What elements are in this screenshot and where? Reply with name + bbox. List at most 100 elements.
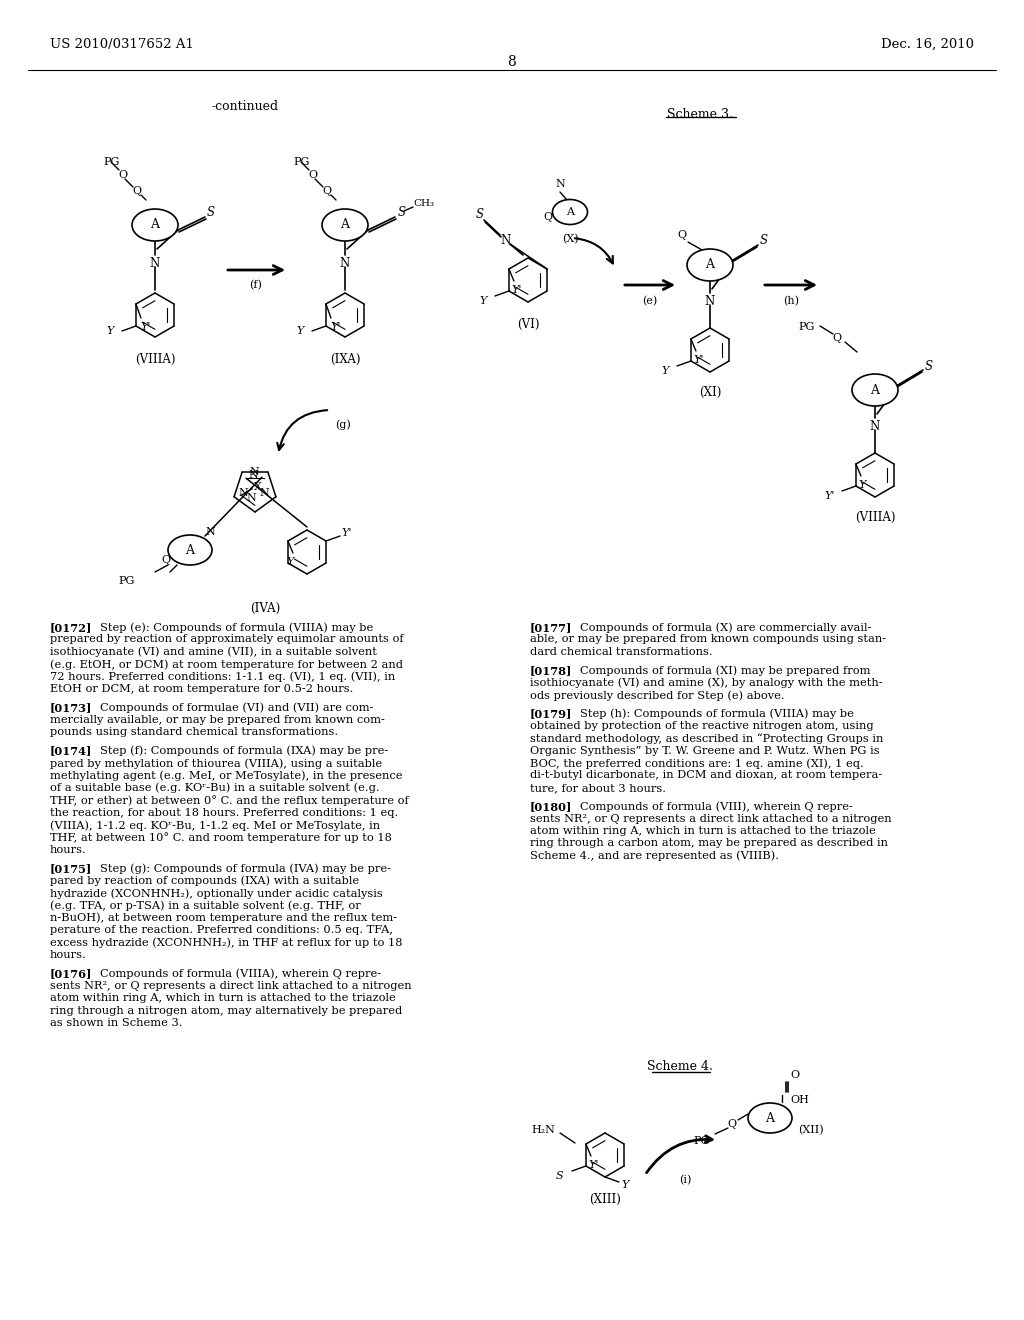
Text: Compounds of formulae (VI) and (VII) are com-: Compounds of formulae (VI) and (VII) are… <box>100 702 374 713</box>
Text: [0176]: [0176] <box>50 969 92 979</box>
Text: Y': Y' <box>824 491 836 502</box>
Text: (IXA): (IXA) <box>330 352 360 366</box>
Text: Step (h): Compounds of formula (VIIIA) may be: Step (h): Compounds of formula (VIIIA) m… <box>580 709 854 719</box>
Text: Y: Y <box>106 326 114 337</box>
Text: Y': Y' <box>694 355 705 366</box>
Text: PG: PG <box>103 157 120 168</box>
Text: O: O <box>791 1071 800 1080</box>
Text: N: N <box>340 257 350 271</box>
Text: Y: Y <box>859 480 866 490</box>
Text: ring through a nitrogen atom, may alternatively be prepared: ring through a nitrogen atom, may altern… <box>50 1006 402 1015</box>
Text: Y: Y <box>621 1180 629 1191</box>
Text: as shown in Scheme 3.: as shown in Scheme 3. <box>50 1018 182 1028</box>
Text: of a suitable base (e.g. KOʳ-Bu) in a suitable solvent (e.g.: of a suitable base (e.g. KOʳ-Bu) in a su… <box>50 783 380 793</box>
Text: Dec. 16, 2010: Dec. 16, 2010 <box>881 38 974 51</box>
Text: obtained by protection of the reactive nitrogen atom, using: obtained by protection of the reactive n… <box>530 721 873 731</box>
Text: isothiocyanate (VI) and amine (VII), in a suitable solvent: isothiocyanate (VI) and amine (VII), in … <box>50 647 377 657</box>
Text: Step (f): Compounds of formula (IXA) may be pre-: Step (f): Compounds of formula (IXA) may… <box>100 746 388 756</box>
Text: Q: Q <box>727 1119 736 1129</box>
Text: 72 hours. Preferred conditions: 1-1.1 eq. (VI), 1 eq. (VII), in: 72 hours. Preferred conditions: 1-1.1 eq… <box>50 672 395 682</box>
Text: N: N <box>205 527 215 537</box>
Text: H₂N: H₂N <box>531 1125 555 1135</box>
Text: Compounds of formula (X) are commercially avail-: Compounds of formula (X) are commerciall… <box>580 622 871 632</box>
Text: Y': Y' <box>331 322 341 333</box>
Text: Y': Y' <box>512 285 522 294</box>
Text: A: A <box>185 544 195 557</box>
Text: N: N <box>249 467 259 478</box>
Text: di-t-butyl dicarbonate, in DCM and dioxan, at room tempera-: di-t-butyl dicarbonate, in DCM and dioxa… <box>530 771 883 780</box>
Text: (VIIIA): (VIIIA) <box>855 511 895 524</box>
Text: Q: Q <box>161 554 170 565</box>
Text: PG: PG <box>293 157 309 168</box>
Text: Q: Q <box>678 230 686 240</box>
Text: CH₃: CH₃ <box>413 198 434 207</box>
Text: standard methodology, as described in “Protecting Groups in: standard methodology, as described in “P… <box>530 733 884 744</box>
Text: Y: Y <box>296 326 304 337</box>
Text: A: A <box>566 207 574 216</box>
Text: N: N <box>246 492 256 503</box>
Text: ods previously described for Step (e) above.: ods previously described for Step (e) ab… <box>530 690 784 701</box>
Text: PG: PG <box>799 322 815 333</box>
Text: Compounds of formula (VIII), wherein Q repre-: Compounds of formula (VIII), wherein Q r… <box>580 801 853 812</box>
Text: N: N <box>150 257 160 271</box>
Text: S: S <box>556 1171 564 1181</box>
Text: N: N <box>248 470 258 480</box>
Text: (h): (h) <box>783 296 799 306</box>
Text: (X): (X) <box>562 234 579 244</box>
Text: S: S <box>925 359 933 372</box>
Text: Y': Y' <box>341 528 351 539</box>
Text: hours.: hours. <box>50 950 87 960</box>
Text: able, or may be prepared from known compounds using stan-: able, or may be prepared from known comp… <box>530 635 886 644</box>
Text: excess hydrazide (XCONHNH₂), in THF at reflux for up to 18: excess hydrazide (XCONHNH₂), in THF at r… <box>50 937 402 948</box>
Text: (i): (i) <box>679 1175 691 1185</box>
Text: O: O <box>308 170 317 180</box>
Text: S: S <box>207 206 215 219</box>
Text: Y': Y' <box>589 1160 599 1170</box>
Text: S: S <box>476 209 484 222</box>
Text: (e.g. EtOH, or DCM) at room temperature for between 2 and: (e.g. EtOH, or DCM) at room temperature … <box>50 659 403 669</box>
Text: Y: Y <box>287 557 294 568</box>
Text: Step (e): Compounds of formula (VIIIA) may be: Step (e): Compounds of formula (VIIIA) m… <box>100 622 374 632</box>
Text: Q: Q <box>132 186 141 195</box>
Text: [0178]: [0178] <box>530 665 572 676</box>
Text: pounds using standard chemical transformations.: pounds using standard chemical transform… <box>50 727 338 737</box>
Ellipse shape <box>748 1104 792 1133</box>
Text: (XIII): (XIII) <box>589 1193 621 1206</box>
Text: (VIIIA): (VIIIA) <box>135 352 175 366</box>
Text: Q: Q <box>833 333 842 343</box>
Text: Scheme 4.: Scheme 4. <box>647 1060 713 1073</box>
Text: Step (g): Compounds of formula (IVA) may be pre-: Step (g): Compounds of formula (IVA) may… <box>100 863 391 874</box>
Text: N: N <box>705 294 715 308</box>
Text: THF, at between 10° C. and room temperature for up to 18: THF, at between 10° C. and room temperat… <box>50 833 392 843</box>
Text: dard chemical transformations.: dard chemical transformations. <box>530 647 713 657</box>
Text: S: S <box>398 206 406 219</box>
Text: (e.g. TFA, or p-TSA) in a suitable solvent (e.g. THF, or: (e.g. TFA, or p-TSA) in a suitable solve… <box>50 900 360 911</box>
Text: Y': Y' <box>141 322 152 333</box>
Ellipse shape <box>322 209 368 242</box>
Text: sents NR², or Q represents a direct link attached to a nitrogen: sents NR², or Q represents a direct link… <box>530 813 892 824</box>
Ellipse shape <box>132 209 178 242</box>
Text: (VI): (VI) <box>517 318 540 331</box>
Text: Compounds of formula (VIIIA), wherein Q repre-: Compounds of formula (VIIIA), wherein Q … <box>100 969 381 979</box>
Ellipse shape <box>852 374 898 407</box>
Text: (XII): (XII) <box>798 1125 823 1135</box>
Text: EtOH or DCM, at room temperature for 0.5-2 hours.: EtOH or DCM, at room temperature for 0.5… <box>50 684 353 694</box>
Text: pared by methylation of thiourea (VIIIA), using a suitable: pared by methylation of thiourea (VIIIA)… <box>50 758 382 768</box>
Text: perature of the reaction. Preferred conditions: 0.5 eq. TFA,: perature of the reaction. Preferred cond… <box>50 925 393 935</box>
Text: Scheme 4., and are represented as (VIIIB).: Scheme 4., and are represented as (VIIIB… <box>530 851 779 862</box>
Text: [0172]: [0172] <box>50 622 92 634</box>
Text: X: X <box>254 482 262 492</box>
Text: N: N <box>501 234 511 247</box>
Text: hydrazide (XCONHNH₂), optionally under acidic catalysis: hydrazide (XCONHNH₂), optionally under a… <box>50 888 383 899</box>
Text: hours.: hours. <box>50 845 87 855</box>
Text: ture, for about 3 hours.: ture, for about 3 hours. <box>530 783 666 793</box>
Text: A: A <box>766 1111 774 1125</box>
Text: prepared by reaction of approximately equimolar amounts of: prepared by reaction of approximately eq… <box>50 635 403 644</box>
Text: O: O <box>119 170 128 180</box>
Text: Q: Q <box>544 213 553 222</box>
Text: Organic Synthesis” by T. W. Greene and P. Wutz. When PG is: Organic Synthesis” by T. W. Greene and P… <box>530 746 880 755</box>
Text: isothiocyanate (VI) and amine (X), by analogy with the meth-: isothiocyanate (VI) and amine (X), by an… <box>530 677 883 688</box>
Text: Q: Q <box>323 186 332 195</box>
Text: (e): (e) <box>642 296 657 306</box>
Text: the reaction, for about 18 hours. Preferred conditions: 1 eq.: the reaction, for about 18 hours. Prefer… <box>50 808 398 817</box>
